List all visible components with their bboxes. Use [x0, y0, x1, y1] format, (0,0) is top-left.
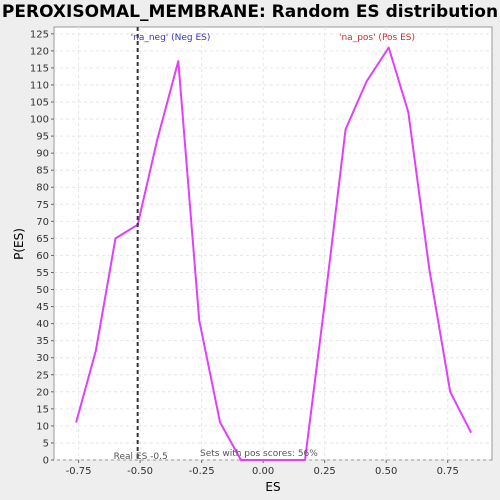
y-tick-label: 60	[36, 251, 49, 262]
y-tick-label: 55	[36, 268, 49, 279]
y-tick-label: 0	[43, 456, 49, 467]
pos-label: 'na_pos' (Pos ES)	[339, 33, 415, 43]
x-tick-label: -0.75	[66, 466, 92, 477]
y-tick-label: 110	[30, 80, 49, 91]
annotations: 'na_neg' (Neg ES) 'na_pos' (Pos ES) Real E…	[114, 27, 415, 462]
y-tick-label: 85	[36, 166, 49, 177]
x-tick-label: -0.25	[189, 466, 215, 477]
y-tick-label: 5	[43, 438, 49, 449]
axes: 0 5 10 15 20 25 30 35 40 45 50 55 60 65 70 75 80 85 90 95 10…	[30, 29, 459, 477]
grid	[54, 27, 492, 461]
x-tick-label: -0.50	[127, 466, 153, 477]
y-tick-label: 105	[30, 98, 49, 109]
y-tick-label: 20	[36, 387, 49, 398]
y-tick-label: 90	[36, 149, 49, 160]
series	[75, 46, 472, 461]
y-tick-label: 40	[36, 319, 49, 330]
y-tick-label: 70	[36, 217, 49, 228]
x-tick-label: 0.25	[314, 466, 336, 477]
x-tick-label: 0.00	[252, 466, 274, 477]
y-tick-label: 45	[36, 302, 49, 313]
x-tick-label: 0.75	[437, 466, 459, 477]
y-tick-label: 125	[30, 29, 49, 40]
chart-title: PEROXISOMAL_MEMBRANE: Random ES distribu…	[1, 2, 499, 22]
pos-scores-label: Sets with pos scores: 56%	[200, 449, 318, 459]
y-tick-label: 15	[36, 404, 49, 415]
x-tick-label: 0.50	[375, 466, 397, 477]
x-axis-title: ES	[265, 480, 280, 494]
y-axis-title: P(ES)	[12, 228, 26, 260]
y-tick-label: 50	[36, 285, 49, 296]
y-tick-label: 30	[36, 353, 49, 364]
y-tick-label: 25	[36, 370, 49, 381]
y-tick-label: 75	[36, 200, 49, 211]
y-tick-label: 80	[36, 183, 49, 194]
y-tick-label: 65	[36, 234, 49, 245]
y-tick-label: 10	[36, 421, 49, 432]
y-tick-label: 120	[30, 46, 49, 57]
y-tick-label: 100	[30, 115, 49, 126]
neg-label: 'na_neg' (Neg ES)	[131, 33, 211, 43]
series-line	[75, 46, 472, 461]
y-tick-label: 115	[30, 63, 49, 74]
y-tick-label: 35	[36, 336, 49, 347]
real-es-label: Real ES -0.5	[114, 452, 168, 462]
y-tick-label: 95	[36, 132, 49, 143]
plot-background	[53, 26, 493, 461]
